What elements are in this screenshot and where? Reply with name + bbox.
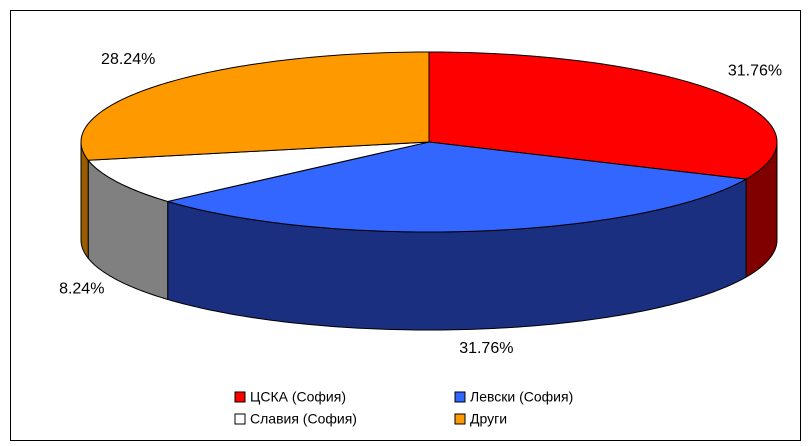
data-label: 31.76% xyxy=(728,63,782,80)
pie-sides xyxy=(80,141,778,331)
legend-swatch xyxy=(454,391,466,403)
legend-swatch xyxy=(234,413,246,425)
pie-slice xyxy=(167,141,748,233)
pie-slice xyxy=(87,141,430,202)
legend-swatch xyxy=(234,391,246,403)
pie-tops xyxy=(80,51,778,233)
legend-swatch xyxy=(454,413,466,425)
pie-labels: 31.76% 31.76% 8.24% 28.24% xyxy=(59,51,782,357)
pie-slice xyxy=(80,51,430,161)
pie-slice xyxy=(428,51,778,180)
legend: ЦСКА (София) Левски (София) Славия (София)… xyxy=(234,389,573,427)
legend-label: Левски (София) xyxy=(470,389,573,405)
legend-label: Славия (София) xyxy=(250,411,357,427)
data-label: 28.24% xyxy=(101,51,155,68)
data-label: 8.24% xyxy=(59,280,104,297)
legend-label: ЦСКА (София) xyxy=(250,389,346,405)
data-label: 31.76% xyxy=(459,340,513,357)
legend-label: Други xyxy=(470,411,507,427)
